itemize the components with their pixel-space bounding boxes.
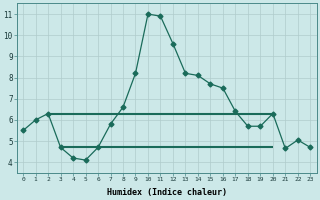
X-axis label: Humidex (Indice chaleur): Humidex (Indice chaleur) <box>107 188 227 197</box>
